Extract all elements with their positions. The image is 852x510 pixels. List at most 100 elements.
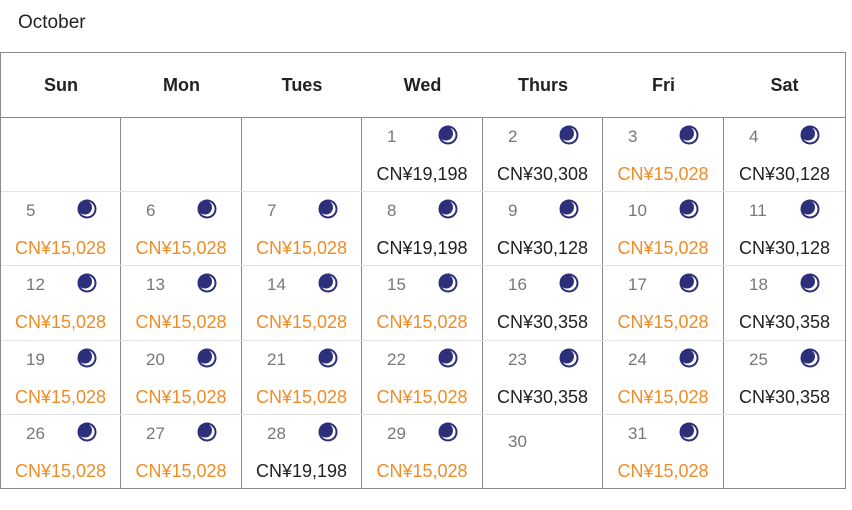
lowest-price-label: CN¥15,028	[14, 238, 107, 258]
calendar-weeks: 1 CN¥19,198 2 CN¥30,308 3 CN¥15,028 4 CN¥30,128…	[1, 118, 845, 489]
weekday-sun: Sun	[44, 74, 78, 95]
moon-icon	[197, 348, 217, 368]
day-number: 4	[749, 127, 759, 146]
day-cell[interactable]: 27 CN¥15,028	[121, 415, 242, 489]
price-label: CN¥19,198	[376, 238, 468, 258]
day-cell[interactable]: 16 CN¥30,358	[483, 266, 603, 340]
moon-icon	[679, 348, 699, 368]
day-number: 10	[628, 201, 647, 220]
moon-icon	[679, 199, 699, 219]
price-label: CN¥30,128	[738, 238, 831, 258]
day-number: 16	[508, 275, 527, 294]
day-cell[interactable]: 26 CN¥15,028	[1, 415, 121, 489]
lowest-price-label: CN¥15,028	[255, 238, 348, 258]
weekday-tues: Tues	[281, 74, 323, 95]
day-number: 17	[628, 275, 647, 294]
day-cell[interactable]: 3 CN¥15,028	[603, 118, 724, 191]
price-label: CN¥30,358	[738, 312, 831, 332]
moon-icon	[318, 199, 338, 219]
moon-icon	[559, 273, 579, 293]
day-cell[interactable]: 20 CN¥15,028	[121, 341, 242, 414]
day-cell[interactable]: 31 CN¥15,028	[603, 415, 724, 489]
weekday-header: Sun Mon Tues Wed Thurs Fri Sat	[1, 53, 845, 118]
moon-icon	[438, 199, 458, 219]
moon-icon	[77, 348, 97, 368]
day-cell[interactable]: 25 CN¥30,358	[724, 341, 845, 414]
day-cell[interactable]: 23 CN¥30,358	[483, 341, 603, 414]
moon-icon	[800, 125, 820, 145]
calendar-week: 1 CN¥19,198 2 CN¥30,308 3 CN¥15,028 4 CN¥30,128	[1, 118, 845, 192]
day-cell[interactable]: 14 CN¥15,028	[242, 266, 362, 340]
day-number: 26	[26, 424, 45, 443]
day-number: 3	[628, 127, 638, 146]
price-label: CN¥30,128	[496, 238, 589, 258]
day-cell[interactable]: 12 CN¥15,028	[1, 266, 121, 340]
day-number: 15	[387, 275, 406, 294]
day-number: 1	[387, 127, 397, 146]
day-number: 11	[749, 201, 767, 220]
day-number: 29	[387, 424, 406, 443]
moon-icon	[197, 422, 217, 442]
day-cell[interactable]: 6 CN¥15,028	[121, 192, 242, 265]
lowest-price-label: CN¥15,028	[617, 387, 709, 407]
day-cell[interactable]: 28 CN¥19,198	[242, 415, 362, 489]
day-cell[interactable]: 18 CN¥30,358	[724, 266, 845, 340]
lowest-price-label: CN¥15,028	[14, 461, 107, 481]
day-cell[interactable]: 10 CN¥15,028	[603, 192, 724, 265]
moon-icon	[318, 348, 338, 368]
day-cell[interactable]: 24 CN¥15,028	[603, 341, 724, 414]
day-number: 7	[267, 201, 277, 220]
day-cell[interactable]: 19 CN¥15,028	[1, 341, 121, 414]
day-number: 9	[508, 201, 518, 220]
month-title: October	[18, 12, 86, 33]
day-number: 31	[628, 424, 647, 443]
moon-icon	[197, 199, 217, 219]
moon-icon	[197, 273, 217, 293]
moon-icon	[438, 125, 458, 145]
day-cell[interactable]: 2 CN¥30,308	[483, 118, 603, 191]
lowest-price-label: CN¥15,028	[617, 461, 709, 481]
weekday-mon: Mon	[163, 74, 200, 95]
day-number: 22	[387, 350, 406, 369]
day-cell[interactable]: 21 CN¥15,028	[242, 341, 362, 414]
lowest-price-label: CN¥15,028	[255, 312, 348, 332]
weekday-thurs: Thurs	[517, 74, 568, 95]
day-cell[interactable]: 13 CN¥15,028	[121, 266, 242, 340]
day-cell[interactable]: 9 CN¥30,128	[483, 192, 603, 265]
moon-icon	[679, 125, 699, 145]
day-number: 27	[146, 424, 165, 443]
price-label: CN¥30,358	[496, 387, 589, 407]
day-cell[interactable]: 22 CN¥15,028	[362, 341, 483, 414]
moon-icon	[679, 422, 699, 442]
price-label: CN¥30,308	[496, 164, 589, 184]
calendar-week: 19 CN¥15,028 20 CN¥15,028 21 CN¥15,028 22 CN¥15…	[1, 341, 845, 415]
day-cell[interactable]: 30	[483, 415, 603, 489]
weekday-wed: Wed	[403, 74, 442, 95]
day-cell[interactable]: 11 CN¥30,128	[724, 192, 845, 265]
day-cell[interactable]: 5 CN¥15,028	[1, 192, 121, 265]
moon-icon	[77, 422, 97, 442]
price-calendar: Sun Mon Tues Wed Thurs Fri Sat 1 CN¥19,19…	[0, 52, 846, 489]
day-cell[interactable]: 4 CN¥30,128	[724, 118, 845, 191]
moon-icon	[800, 199, 820, 219]
lowest-price-label: CN¥15,028	[376, 461, 468, 481]
day-cell[interactable]: 8 CN¥19,198	[362, 192, 483, 265]
moon-icon	[800, 348, 820, 368]
moon-icon	[77, 199, 97, 219]
day-number: 6	[146, 201, 156, 220]
moon-icon	[438, 273, 458, 293]
day-cell[interactable]: 7 CN¥15,028	[242, 192, 362, 265]
day-cell[interactable]: 17 CN¥15,028	[603, 266, 724, 340]
empty-day-cell	[1, 118, 121, 191]
day-number: 19	[26, 350, 45, 369]
day-cell[interactable]: 1 CN¥19,198	[362, 118, 483, 191]
price-label: CN¥30,128	[738, 164, 831, 184]
day-number: 18	[749, 275, 768, 294]
day-cell[interactable]: 15 CN¥15,028	[362, 266, 483, 340]
moon-icon	[77, 273, 97, 293]
day-number: 14	[267, 275, 286, 294]
lowest-price-label: CN¥15,028	[14, 387, 107, 407]
day-number: 30	[508, 432, 527, 451]
day-cell[interactable]: 29 CN¥15,028	[362, 415, 483, 489]
price-label: CN¥30,358	[496, 312, 589, 332]
